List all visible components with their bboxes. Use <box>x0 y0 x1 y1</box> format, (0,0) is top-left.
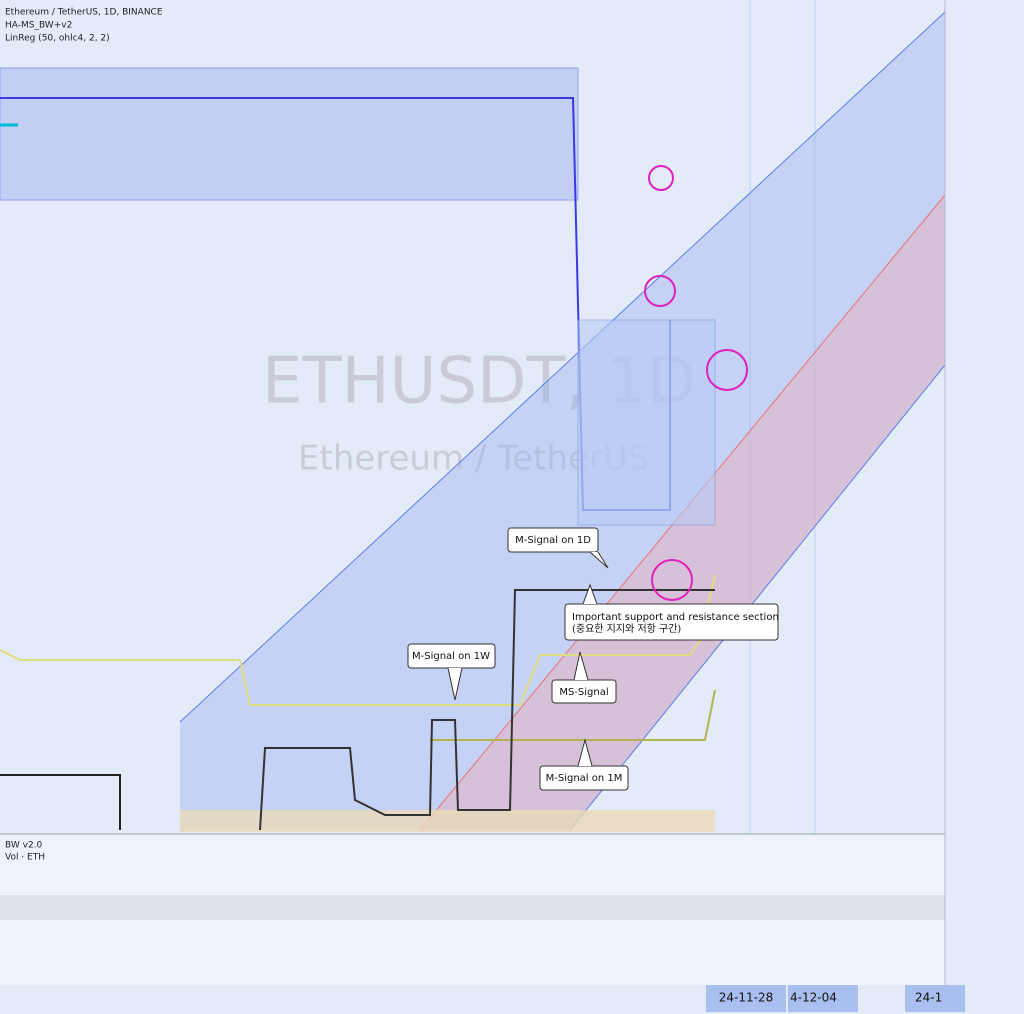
callout <box>577 738 593 767</box>
annotation: (중요한 지지와 저항 구간) <box>572 623 681 635</box>
ms-signal <box>0 574 716 706</box>
annotation: M-Signal on 1W <box>412 651 490 662</box>
time-label: 4-12-04 <box>790 991 837 1005</box>
zone <box>577 319 716 526</box>
channel-edge <box>569 364 946 831</box>
highlight-circle <box>648 165 674 191</box>
m-signal-1w <box>0 774 121 830</box>
callout <box>447 667 463 701</box>
header: LinReg (50, ohlc4, 2, 2) <box>5 34 110 44</box>
annotation: MS-Signal <box>559 687 608 698</box>
time-axis <box>0 985 1024 1014</box>
header: HA-MS_BW+v2 <box>5 21 72 31</box>
annotations: M-Signal on 1D Important support and res… <box>407 165 779 791</box>
callout <box>573 651 589 681</box>
time-label: 24-1 <box>915 991 942 1005</box>
highlight-circle <box>644 275 676 307</box>
zone <box>180 810 715 832</box>
price-axis <box>945 0 1024 985</box>
osc-band <box>0 895 945 920</box>
channel <box>180 12 945 830</box>
annotation: M-Signal on 1D <box>515 535 591 546</box>
zone <box>0 67 579 201</box>
highlight-circle <box>706 349 748 391</box>
annotation: Important support and resistance section <box>572 612 779 623</box>
annotation-box <box>564 603 779 641</box>
callout <box>582 583 598 605</box>
channel-edge <box>179 11 946 723</box>
time-box <box>905 985 965 1012</box>
m-signal-1w <box>259 589 715 831</box>
highlight-circle <box>651 559 693 601</box>
annotation-box <box>507 527 599 553</box>
m-signal-1m <box>430 689 716 741</box>
annotation: M-Signal on 1M <box>546 773 623 784</box>
time-label: 24-11-28 <box>719 991 773 1005</box>
header: Ethereum / TetherUS, 1D, BINANCE <box>5 8 163 18</box>
osc-title: Vol · ETH <box>5 853 45 863</box>
osc-title: BW v2.0 <box>5 841 43 851</box>
callout <box>589 551 609 569</box>
time-box <box>706 985 786 1012</box>
time-box <box>788 985 858 1012</box>
